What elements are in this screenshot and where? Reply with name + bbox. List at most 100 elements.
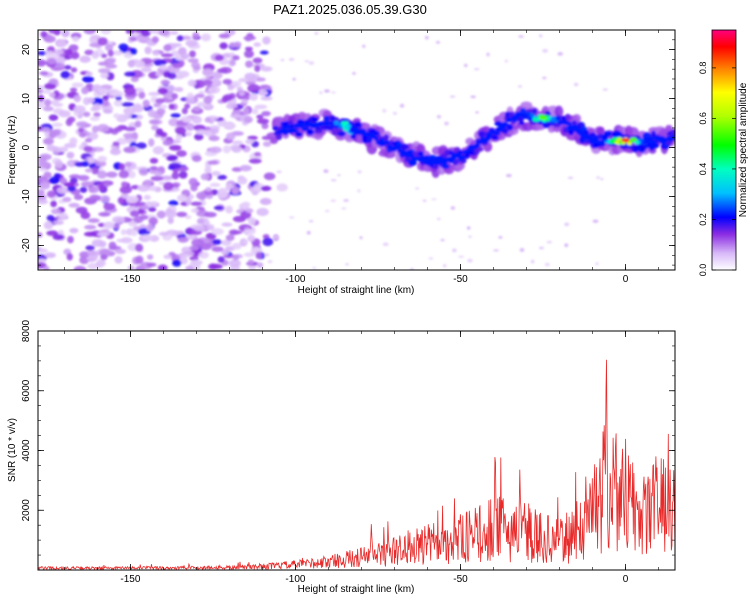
heatmap-noise-blob [171,171,180,180]
heatmap-noise-dot [600,177,604,181]
heatmap-ridge-core [573,124,579,129]
heatmap-ridge-body [651,142,660,149]
heatmap-noise-blob [53,220,64,225]
heatmap-noise-blob [148,207,157,212]
heatmap-noise-blob [182,117,192,123]
heatmap-noise-dot [467,258,473,263]
snr-x-ticks: -150 -100 -50 0 [64,331,659,585]
heatmap-noise-dot [319,91,323,95]
heatmap-noise-blob [196,218,205,225]
heatmap-noise-blob [156,107,166,116]
heatmap-noise-blob [146,262,157,267]
heatmap-ridge-body [383,134,390,142]
heatmap-noise-blob [112,50,123,56]
heatmap-noise-blob [260,185,272,192]
heatmap-noise-blob [66,151,75,159]
heatmap-ridge-core [581,131,587,136]
heatmap-noise-blob [160,175,174,181]
heatmap-noise-dot [357,188,361,193]
heatmap-noise-blob [254,77,266,82]
heatmap-noise-blob [129,36,137,42]
heatmap-y-tick-label: 0 [21,144,32,150]
heatmap-noise-dot [602,88,608,91]
heatmap-noise-blob [97,155,108,163]
heatmap-noise-blob [127,59,136,68]
heatmap-noise-blob [97,61,109,66]
heatmap-noise-blob [247,234,256,242]
heatmap-noise-dot [382,242,389,247]
heatmap-noise-blob [69,227,79,234]
heatmap-noise-blob [230,230,243,235]
heatmap-noise-blob [181,107,188,115]
heatmap-noise-blob [163,254,173,260]
heatmap-ridge-core [586,135,594,140]
heatmap-noise-blob [231,186,240,195]
heatmap-noise-blob [262,36,271,45]
heatmap-noise-dot [323,169,329,174]
heatmap-noise-blob [40,127,51,133]
heatmap-noise-blob [151,36,159,44]
heatmap-noise-blob [58,110,71,118]
heatmap-noise-blob [259,197,272,206]
heatmap-noise-blob [84,224,97,230]
heatmap-noise-blob [144,46,152,55]
heatmap-noise-blob [118,170,130,179]
heatmap-ridge-halo [269,137,278,144]
heatmap-noise-blob [163,44,172,52]
heatmap-noise-blob [56,146,69,153]
heatmap-noise-blob [168,200,179,206]
heatmap-noise-dot [544,262,550,267]
heatmap-noise-dot [314,32,319,35]
figure-title: PAZ1.2025.036.05.39.G30 [273,2,427,17]
snr-series-line [38,359,675,570]
heatmap-noise-dot [542,76,547,80]
heatmap-noise-blob [231,145,242,153]
heatmap-noise-blob [261,110,271,117]
heatmap-noise-blob [63,182,75,187]
heatmap-noise-blob [191,115,202,124]
heatmap-noise-blob [160,53,174,58]
heatmap-ridge-body [306,128,315,136]
heatmap-noise-dot [382,108,387,113]
heatmap-noise-blob [87,262,99,270]
heatmap-ridge-peak [621,138,630,143]
heatmap-noise-dot [324,209,330,213]
heatmap-noise-blob [42,106,54,112]
heatmap-noise-dot [436,114,442,119]
heatmap-noise-blob [159,104,168,109]
heatmap-noise-blob [46,190,56,198]
heatmap-noise-blob [175,133,183,141]
heatmap-noise-blob [257,262,264,269]
heatmap-ridge-core [592,137,599,142]
heatmap-noise-blob [158,231,169,236]
heatmap-noise-blob [64,65,72,70]
heatmap-noise-blob [154,171,163,177]
heatmap-noise-blob [185,197,192,206]
heatmap-noise-blob [180,53,190,60]
heatmap-noise-blob [85,71,93,77]
heatmap-noise-blob [204,166,212,174]
heatmap-x-ticks: -150 -100 -50 0 [64,30,659,285]
heatmap-noise-blob [147,185,158,192]
heatmap-noise-blob [44,252,56,259]
heatmap-noise-blob [112,216,125,224]
heatmap-noise-blob [193,225,206,232]
heatmap-noise-blob [245,60,254,68]
heatmap-ridge-core [345,124,352,128]
heatmap-noise-blob [72,36,80,42]
heatmap-noise-blob [165,84,176,93]
heatmap-ridge-core [450,156,456,161]
heatmap-noise-dot [288,57,295,61]
heatmap-noise-blob [256,118,270,125]
heatmap-noise-dot [392,111,398,115]
heatmap-noise-blob [84,49,94,56]
heatmap-noise-blob [105,63,118,69]
heatmap-noise-blob [40,31,48,38]
heatmap-noise-blob [98,68,111,74]
heatmap-noise-dot [451,248,457,253]
heatmap-noise-blob [143,194,151,200]
heatmap-noise-blob [46,144,56,152]
heatmap-noise-blob [241,201,251,208]
heatmap-noise-blob [217,256,225,263]
heatmap-noise-blob [228,259,241,268]
